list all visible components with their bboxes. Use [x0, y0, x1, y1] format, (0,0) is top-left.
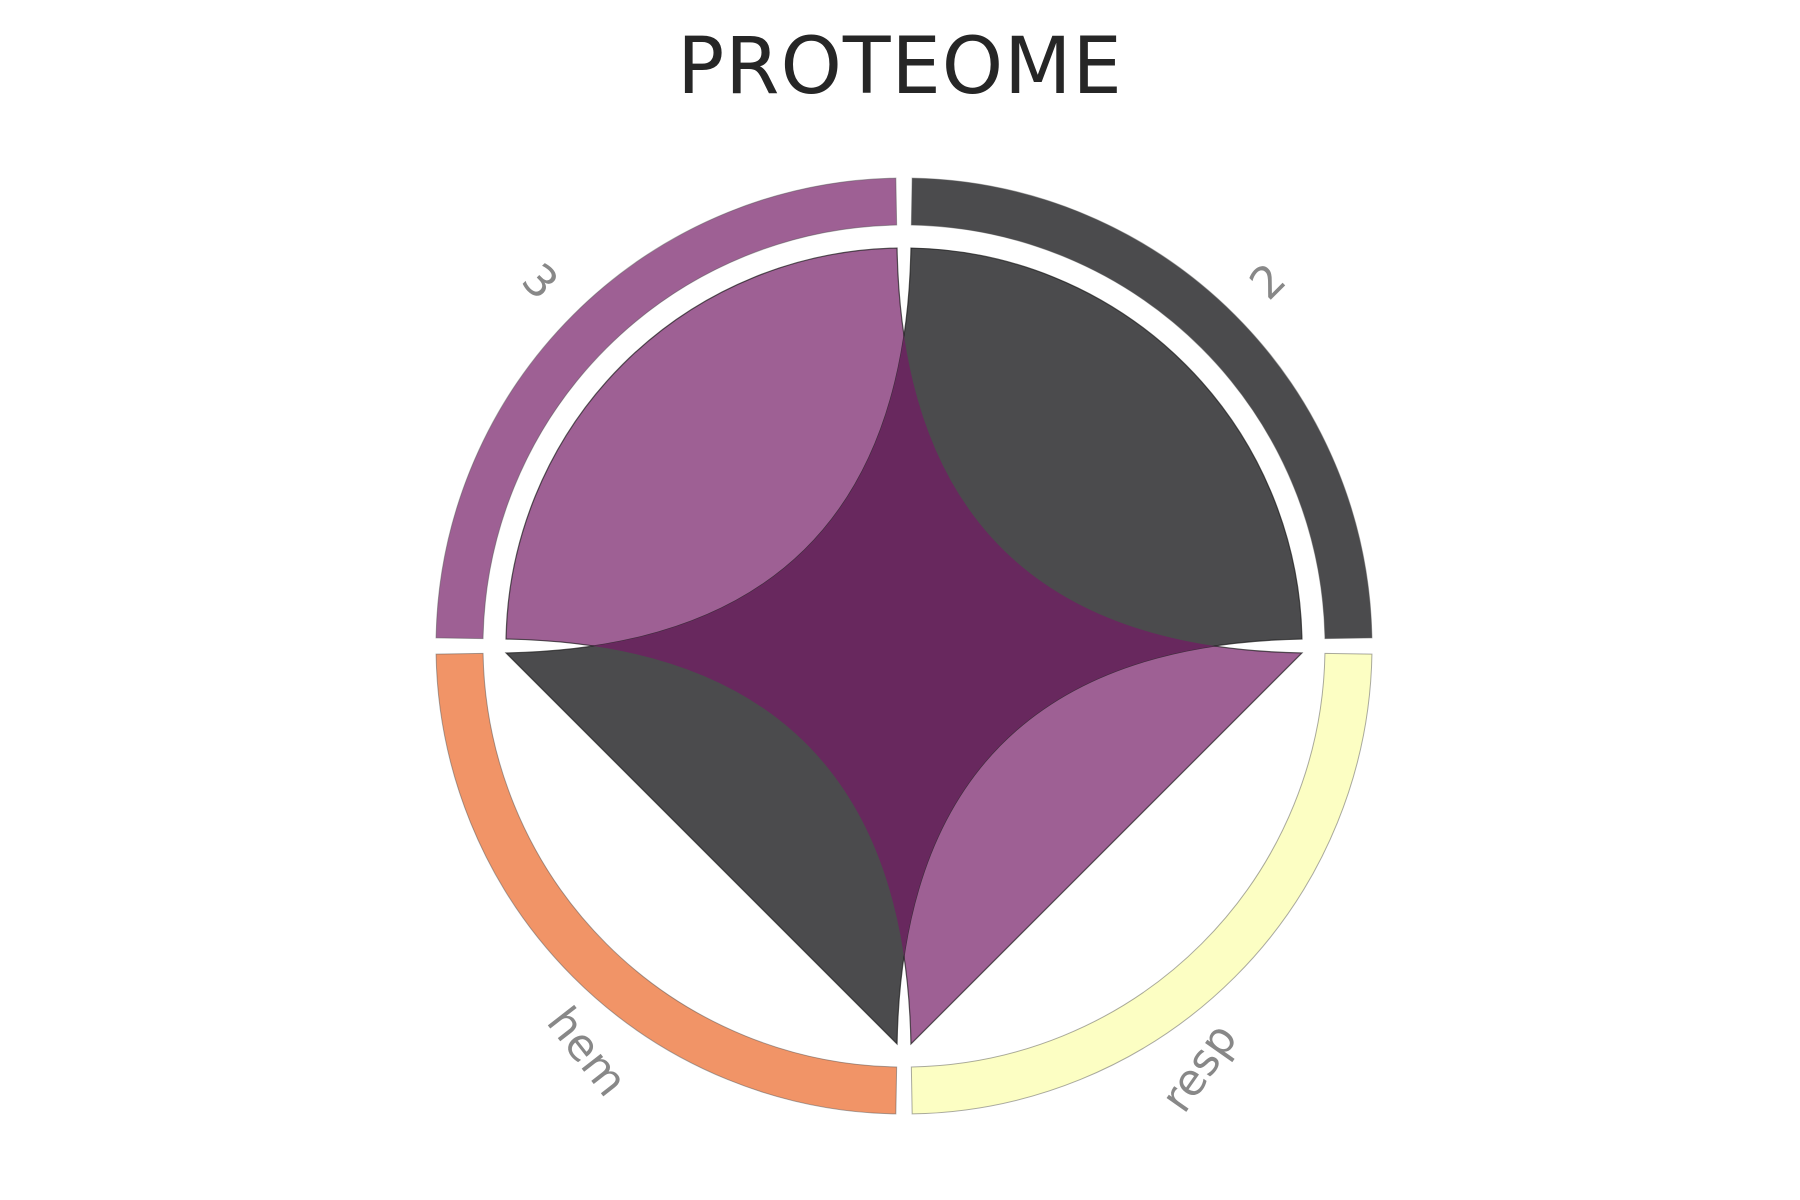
- group-arc-hem: [435, 652, 898, 1115]
- group-label-2: 2: [1240, 254, 1296, 310]
- group-label-3: 3: [512, 254, 568, 310]
- group-arc-2: [910, 177, 1373, 640]
- group-arc-3: [435, 177, 898, 640]
- group-arcs: [435, 177, 1373, 1115]
- group-arc-resp: [910, 652, 1373, 1115]
- chart-title: PROTEOME: [677, 22, 1123, 112]
- ribbons: [504, 247, 1304, 1046]
